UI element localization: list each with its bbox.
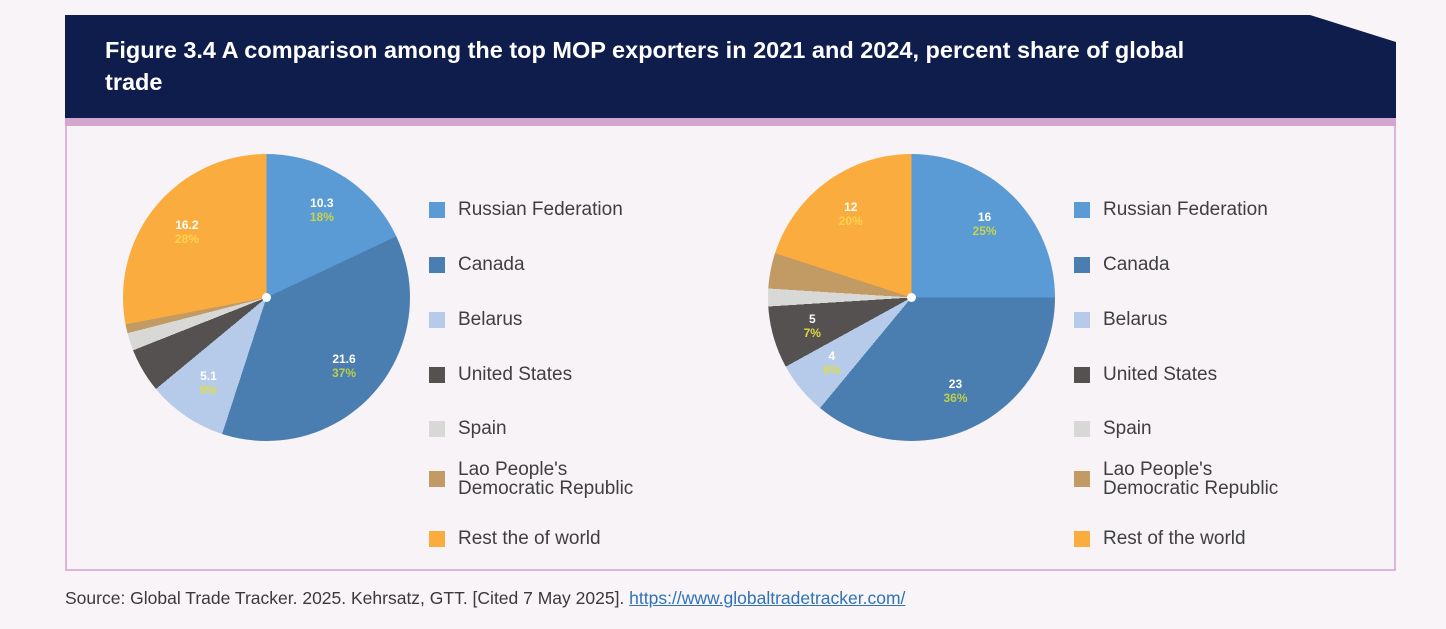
slice-value-label: 5.1 bbox=[200, 368, 217, 383]
legend-item: Canada bbox=[429, 255, 636, 274]
legend-2021: Russian Federation Canada Belarus United St… bbox=[429, 126, 659, 567]
legend-item: Canada bbox=[1074, 255, 1281, 274]
legend-swatch bbox=[1074, 530, 1090, 547]
legend-label: Belarus bbox=[458, 309, 523, 330]
legend-2024: Russian Federation Canada Belarus United St… bbox=[1074, 126, 1304, 567]
legend-item: Spain bbox=[1074, 419, 1281, 438]
legend-item: United States bbox=[1074, 365, 1281, 384]
legend-label: Russian Federation bbox=[1103, 199, 1268, 220]
slice-percent-label: 9% bbox=[199, 382, 218, 397]
slice-value-label: 12 bbox=[844, 199, 858, 214]
legend-label: Spain bbox=[1103, 418, 1152, 439]
slice-percent-label: 6% bbox=[823, 363, 841, 378]
legend-swatch bbox=[429, 256, 445, 273]
legend-swatch bbox=[1074, 201, 1090, 218]
source-text: Source: Global Trade Tracker. 2025. Kehr… bbox=[65, 588, 630, 608]
legend-item: Lao People's Democratic Republic bbox=[1074, 460, 1281, 498]
slice-percent-label: 20% bbox=[838, 213, 863, 228]
slice-value-label: 10.3 bbox=[310, 196, 334, 211]
legend-item: Rest the of world bbox=[429, 529, 636, 548]
legend-label: Spain bbox=[458, 418, 507, 439]
legend-swatch bbox=[429, 420, 445, 437]
slice-label: 16.2 28% bbox=[175, 218, 199, 246]
pie-chart-2024: 16 25% 23 36% 4 6% 5 7% 12 20% Russian Federation… bbox=[712, 126, 1357, 567]
legend-label: Canada bbox=[458, 254, 525, 275]
slice-percent-label: 25% bbox=[972, 224, 997, 239]
slice-value-label: 21.6 bbox=[332, 351, 356, 366]
figure-title: Figure 3.4 A comparison among the top MO… bbox=[105, 37, 1185, 95]
legend-label: Rest the of world bbox=[458, 528, 601, 549]
legend-swatch bbox=[1074, 311, 1090, 328]
legend-label: United States bbox=[1103, 364, 1218, 385]
legend-label: Canada bbox=[1103, 254, 1170, 275]
legend-item: Belarus bbox=[429, 310, 636, 329]
slice-value-label: 16.2 bbox=[175, 217, 199, 232]
slice-label: 21.6 37% bbox=[332, 352, 356, 380]
legend-swatch bbox=[429, 471, 445, 487]
chart-box: 10.3 18% 21.6 37% 5.1 9% 16.2 28% Russian Feder… bbox=[65, 126, 1396, 571]
legend-label: Belarus bbox=[1103, 309, 1168, 330]
legend-swatch bbox=[429, 311, 445, 328]
slice-label: 10.3 18% bbox=[310, 196, 334, 224]
source-link[interactable]: https://www.globaltradetracker.com/ bbox=[629, 588, 906, 608]
legend-item: Russian Federation bbox=[429, 200, 636, 219]
slice-label: 16 25% bbox=[973, 210, 997, 238]
legend-label: Rest of the world bbox=[1103, 528, 1246, 549]
legend-swatch bbox=[1074, 471, 1090, 487]
legend-item: United States bbox=[429, 365, 636, 384]
slice-value-label: 5 bbox=[808, 312, 816, 327]
legend-label: United States bbox=[458, 364, 573, 385]
legend-item: Belarus bbox=[1074, 310, 1281, 329]
legend-label: Lao People's Democratic Republic bbox=[458, 459, 634, 499]
slice-percent-label: 37% bbox=[331, 365, 357, 380]
slice-percent-label: 18% bbox=[309, 210, 334, 225]
slice-label: 4 6% bbox=[823, 349, 840, 377]
source-line: Source: Global Trade Tracker. 2025. Kehr… bbox=[65, 588, 905, 609]
legend-label: Russian Federation bbox=[458, 199, 623, 220]
legend-swatch bbox=[1074, 256, 1090, 273]
figure-header: Figure 3.4 A comparison among the top MO… bbox=[65, 15, 1396, 118]
slice-percent-label: 28% bbox=[174, 231, 199, 246]
legend-swatch bbox=[429, 201, 445, 218]
legend-label: Lao People's Democratic Republic bbox=[1103, 459, 1279, 499]
slice-percent-label: 7% bbox=[803, 326, 821, 341]
slice-label: 5 7% bbox=[804, 312, 821, 340]
legend-item: Spain bbox=[429, 419, 636, 438]
slice-label: 5.1 9% bbox=[200, 369, 217, 397]
legend-swatch bbox=[429, 366, 445, 383]
pie-chart-2021: 10.3 18% 21.6 37% 5.1 9% 16.2 28% Russian Feder… bbox=[67, 126, 712, 567]
pie-2021: 10.3 18% 21.6 37% 5.1 9% 16.2 28% bbox=[123, 154, 410, 441]
slice-value-label: 4 bbox=[828, 349, 836, 364]
slice-value-label: 16 bbox=[977, 210, 992, 225]
legend-swatch bbox=[429, 530, 445, 547]
legend-item: Russian Federation bbox=[1074, 200, 1281, 219]
legend-item: Lao People's Democratic Republic bbox=[429, 460, 636, 498]
slice-value-label: 23 bbox=[948, 376, 963, 391]
accent-bar bbox=[65, 118, 1396, 126]
slice-label: 23 36% bbox=[943, 377, 967, 405]
legend-item: Rest of the world bbox=[1074, 529, 1281, 548]
slice-label: 12 20% bbox=[839, 200, 863, 228]
legend-swatch bbox=[1074, 366, 1090, 383]
legend-swatch bbox=[1074, 420, 1090, 437]
slice-percent-label: 36% bbox=[943, 390, 968, 405]
pie-2024: 16 25% 23 36% 4 6% 5 7% 12 20% bbox=[768, 154, 1055, 441]
